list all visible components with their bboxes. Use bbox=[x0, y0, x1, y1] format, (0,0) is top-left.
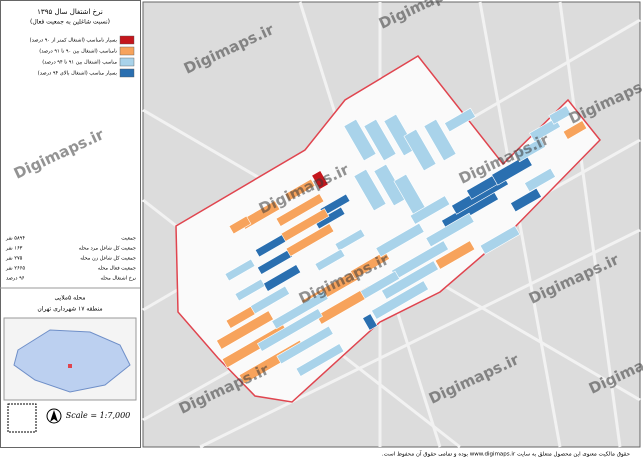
city-block bbox=[350, 250, 390, 280]
stat-label: نرخ اشتغال محله bbox=[101, 276, 136, 282]
city-block bbox=[228, 215, 252, 235]
legend-label: نامناسب (اشتغال بین ۹۰ تا ۹۱ درصد) bbox=[39, 49, 117, 55]
inset-location bbox=[68, 364, 72, 368]
legend: بسیار نامناسب (اشتغال کمتر از ۹۰ درصد) نا… bbox=[30, 35, 135, 78]
qr-code bbox=[7, 403, 37, 433]
city-block bbox=[216, 310, 274, 350]
city-block bbox=[409, 195, 451, 225]
city-block bbox=[381, 260, 439, 300]
city-block bbox=[510, 187, 542, 213]
legend-swatch bbox=[119, 35, 135, 45]
city-block bbox=[234, 278, 266, 302]
stat-value: ۲۶۶۵ نفر bbox=[5, 266, 25, 272]
city-block bbox=[250, 285, 290, 315]
city-block bbox=[271, 290, 329, 330]
city-block bbox=[524, 167, 556, 193]
city-block bbox=[353, 168, 387, 212]
stat-label: جمعیت bbox=[121, 236, 136, 242]
stat-label: جمعیت کل شاغل مرد محله bbox=[79, 246, 136, 252]
title: نرخ اشتغال سال ۱۳۹۵ bbox=[37, 8, 103, 16]
north-arrow bbox=[50, 410, 58, 422]
city-block bbox=[275, 193, 325, 227]
stat-label: جمعیت فعال محله bbox=[98, 266, 136, 272]
city-block bbox=[403, 128, 437, 172]
legend-swatch bbox=[119, 57, 135, 67]
district-name: محله ۵ملایی bbox=[55, 295, 86, 302]
subtitle: (نسبت شاغلین به جمعیت فعال) bbox=[30, 19, 110, 26]
stat-label: جمعیت کل شاغل زن محله bbox=[80, 256, 136, 262]
city-block bbox=[295, 343, 345, 377]
city-block bbox=[363, 118, 397, 162]
blocks bbox=[216, 105, 588, 385]
city-block bbox=[529, 117, 561, 143]
city-block bbox=[423, 118, 457, 162]
legend-label: بسیار مناسب (اشتغال بالای ۹۴ درصد) bbox=[38, 71, 117, 77]
stat-value: ۲۷۵ نفر bbox=[5, 256, 23, 262]
city-block bbox=[311, 170, 329, 190]
city-block bbox=[548, 105, 572, 125]
city-block bbox=[284, 178, 316, 202]
city-block bbox=[562, 120, 588, 140]
stat-value: ۹۶ درصد bbox=[6, 276, 25, 282]
city-block bbox=[343, 118, 377, 162]
legend-swatch bbox=[119, 68, 135, 78]
city-block bbox=[362, 313, 378, 331]
city-block bbox=[224, 258, 256, 282]
stat-value: ۵۸۹۴ نفر bbox=[5, 236, 25, 242]
city-block bbox=[314, 248, 346, 272]
city-block bbox=[280, 208, 330, 242]
city-block bbox=[334, 228, 366, 252]
city-block bbox=[285, 223, 335, 257]
city-block bbox=[425, 212, 475, 248]
city-block bbox=[375, 222, 425, 258]
legend-swatch bbox=[119, 46, 135, 56]
region-name: منطقه ۱۷ شهرداری تهران bbox=[37, 306, 102, 313]
city-block bbox=[434, 240, 476, 270]
scale: Scale = 1:7,000 bbox=[66, 411, 131, 420]
city-block bbox=[360, 270, 400, 300]
city-block bbox=[371, 280, 429, 320]
city-block bbox=[514, 137, 546, 163]
legend-label: مناسب (اشتغال بین ۹۱ تا ۹۴ درصد) bbox=[42, 60, 117, 66]
stats: جمعیت ۵۸۹۴ نفر جمعیت کل شاغل مرد محله ۱۶۳ ن… bbox=[5, 236, 136, 282]
footer: حقوق مالکیت معنوی این محصول متعلق به سای… bbox=[382, 451, 630, 458]
stat-value: ۱۶۳ نفر bbox=[5, 246, 23, 252]
legend-label: بسیار نامناسب (اشتغال کمتر از ۹۰ درصد) bbox=[30, 38, 117, 44]
city-block bbox=[262, 264, 302, 292]
city-block bbox=[257, 308, 323, 352]
city-block bbox=[491, 154, 533, 186]
inset-city bbox=[13, 329, 131, 393]
city-block bbox=[479, 225, 521, 255]
city-block bbox=[444, 107, 476, 133]
north-circle bbox=[46, 408, 62, 424]
city-block bbox=[383, 113, 417, 157]
city-block bbox=[276, 325, 334, 365]
